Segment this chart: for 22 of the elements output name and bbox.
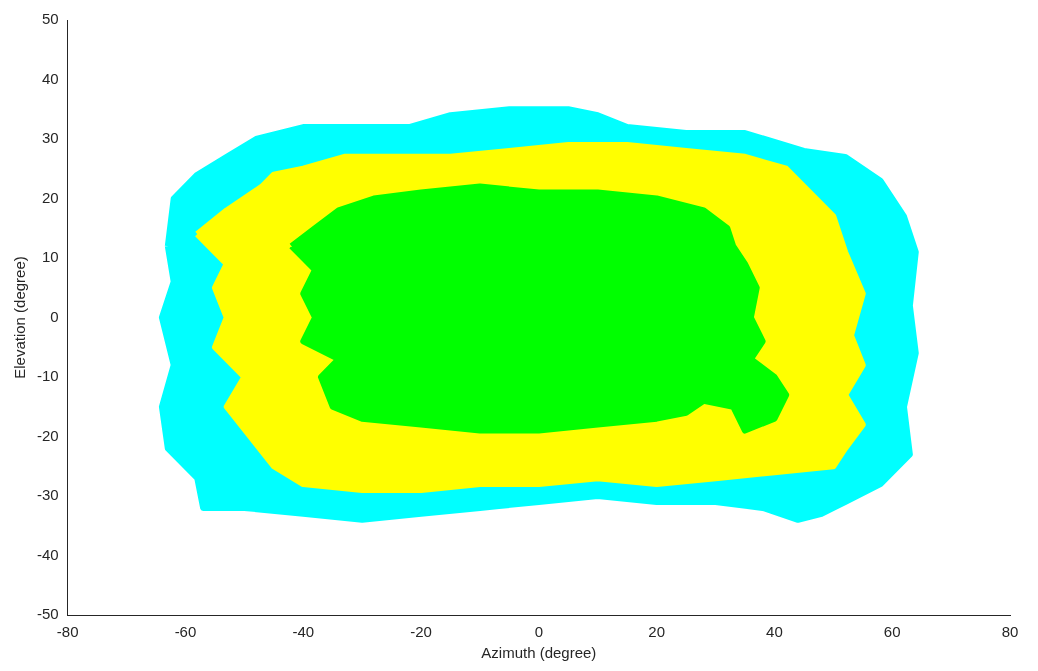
y-axis-title: Elevation (degree) bbox=[11, 256, 29, 379]
x-tick-label: -40 bbox=[292, 623, 315, 641]
y-tick-label: -40 bbox=[36, 545, 59, 563]
x-tick-label: 80 bbox=[1001, 623, 1019, 641]
x-tick-label: 20 bbox=[648, 623, 665, 641]
y-tick-label: -20 bbox=[36, 426, 59, 444]
x-tick-label: -20 bbox=[410, 623, 432, 641]
x-tick-label: -80 bbox=[56, 623, 79, 641]
x-tick-label: -60 bbox=[174, 623, 197, 641]
y-tick-label: 0 bbox=[50, 307, 59, 325]
y-tick-label: 20 bbox=[41, 188, 59, 206]
x-tick-label: 40 bbox=[766, 623, 783, 641]
x-tick-label: 60 bbox=[883, 623, 901, 641]
y-tick-label: -30 bbox=[36, 486, 59, 504]
x-tick-label: 0 bbox=[534, 623, 544, 641]
y-tick-label: -50 bbox=[36, 605, 59, 623]
y-tick-label: 30 bbox=[41, 129, 59, 147]
y-tick-label: 50 bbox=[41, 10, 59, 28]
y-tick-label: -10 bbox=[36, 367, 59, 385]
x-axis-title: Azimuth (degree) bbox=[481, 644, 597, 662]
y-tick-label: 10 bbox=[41, 248, 59, 266]
y-tick-label: 40 bbox=[41, 69, 59, 87]
